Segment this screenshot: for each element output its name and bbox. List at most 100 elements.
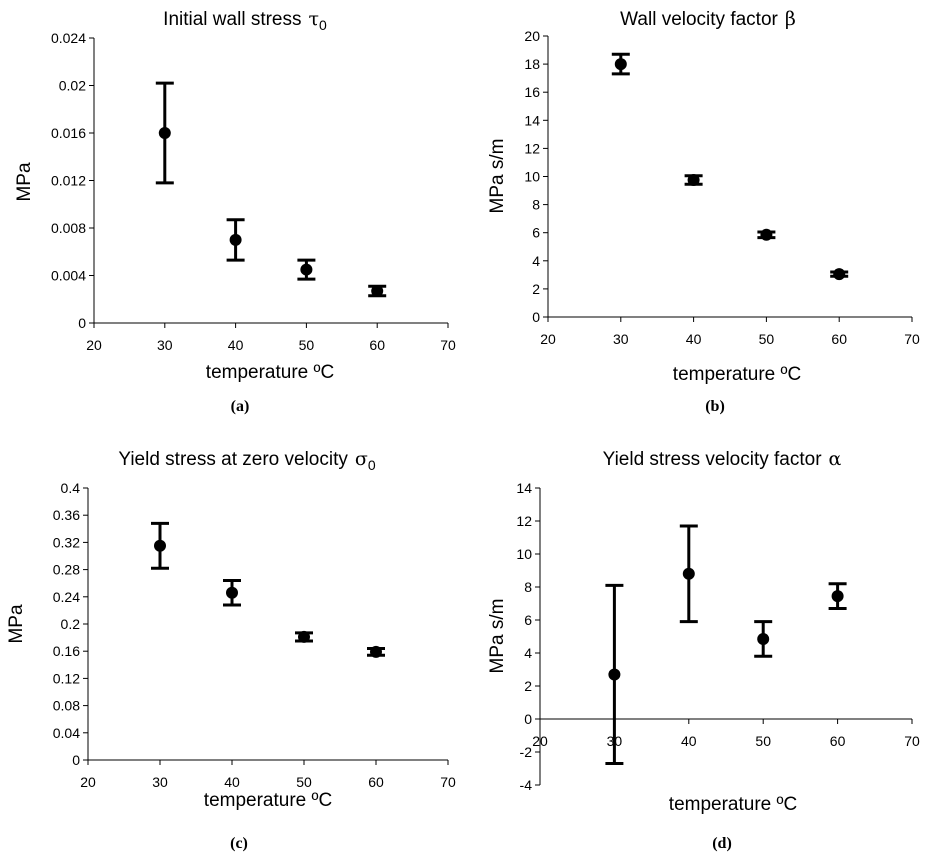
panel-label: (b) <box>705 398 725 415</box>
x-tick-label: 20 <box>86 337 102 353</box>
y-tick-label: 8 <box>532 197 540 213</box>
y-tick-label: 2 <box>532 281 540 297</box>
chart-title: Initial wall stress τ0 <box>163 8 327 33</box>
y-tick-label: 0.28 <box>53 562 80 578</box>
y-tick-label: 0.012 <box>51 173 86 189</box>
y-tick-label: 20 <box>524 28 540 44</box>
y-tick-label: 10 <box>524 169 540 185</box>
panel-b: Wall velocity factor β 0 2 4 6 8 10 12 14 16 18 20 20… <box>487 8 920 415</box>
x-tick-label: 40 <box>228 337 244 353</box>
panel-label: (a) <box>231 398 250 415</box>
y-tick-label: 4 <box>524 645 532 661</box>
y-tick-label: -4 <box>520 777 533 793</box>
y-tick-label: 4 <box>532 253 540 269</box>
y-tick-label: 0.04 <box>53 725 80 741</box>
y-tick-label: 16 <box>524 84 540 100</box>
x-tick-label: 40 <box>686 331 702 347</box>
panel-label: (c) <box>230 835 248 852</box>
y-tick-label: 2 <box>524 678 532 694</box>
y-tick-label: 12 <box>524 140 540 156</box>
x-tick-label: 60 <box>831 331 847 347</box>
data-point <box>833 268 846 281</box>
chart-title-symbol: β <box>785 8 796 30</box>
data-point <box>614 58 627 71</box>
y-tick-label: 0.02 <box>59 78 86 94</box>
x-tick-label: 50 <box>759 331 775 347</box>
x-axis-label: temperature ºC <box>669 794 797 815</box>
y-tick-label: 0.36 <box>53 507 80 523</box>
y-tick-label: 0.32 <box>53 534 80 550</box>
y-tick-label: 18 <box>524 56 540 72</box>
y-tick-label: -2 <box>520 744 533 760</box>
x-tick-label: 20 <box>80 774 96 790</box>
x-tick-label: 60 <box>369 337 385 353</box>
y-tick-label: 0.024 <box>51 30 86 46</box>
panel-d: Yield stress velocity factor α -4 -2 0 2 4 6 8 10… <box>487 448 920 852</box>
y-tick-label: 0.08 <box>53 698 80 714</box>
data-point <box>370 645 382 658</box>
chart-title-text: Yield stress at zero velocity <box>118 449 348 470</box>
chart-title-symbol: τ <box>309 8 320 30</box>
x-tick-label: 70 <box>440 337 456 353</box>
y-tick-label: 0.24 <box>53 589 80 605</box>
x-tick-label: 50 <box>299 337 315 353</box>
y-tick-label: 0.004 <box>51 268 86 284</box>
x-tick-label: 50 <box>755 733 771 749</box>
x-axis-label: temperature ºC <box>204 790 332 811</box>
data-point <box>687 174 700 187</box>
y-tick-label: 0 <box>78 315 86 331</box>
data-point <box>757 632 770 645</box>
x-tick-label: 70 <box>904 733 920 749</box>
data-point <box>154 539 166 552</box>
chart-title-text: Yield stress velocity factor <box>603 449 823 470</box>
chart-title-text: Wall velocity factor <box>620 9 778 30</box>
chart-title-subscript: 0 <box>368 457 376 473</box>
data-point <box>300 263 313 276</box>
chart-title-symbol: σ <box>355 448 368 470</box>
data-point <box>298 630 310 643</box>
data-point <box>371 284 384 297</box>
chart-title-subscript: 0 <box>319 17 327 33</box>
x-tick-label: 40 <box>224 774 240 790</box>
y-tick-label: 8 <box>524 579 532 595</box>
y-tick-label: 6 <box>532 225 540 241</box>
y-tick-label: 14 <box>516 480 532 496</box>
y-tick-label: 10 <box>516 546 532 562</box>
chart-title: Yield stress velocity factor α <box>603 448 842 470</box>
panel-a: Initial wall stress τ000.0040.0080.0120.0… <box>14 8 456 415</box>
x-tick-label: 50 <box>296 774 312 790</box>
data-point <box>158 127 171 139</box>
x-tick-label: 20 <box>540 331 556 347</box>
x-tick-label: 70 <box>904 331 920 347</box>
panel-label: (d) <box>712 835 732 852</box>
x-tick-label: 30 <box>613 331 629 347</box>
x-tick-label: 40 <box>681 733 697 749</box>
y-axis-label: MPa <box>14 162 35 202</box>
x-tick-label: 30 <box>157 337 173 353</box>
data-point <box>229 233 242 246</box>
y-tick-label: 0.12 <box>53 670 80 686</box>
x-tick-label: 20 <box>532 733 548 749</box>
x-axis-label: temperature ºC <box>673 364 801 385</box>
y-tick-label: 0.016 <box>51 125 86 141</box>
chart-title: Yield stress at zero velocity σ0 <box>118 448 375 473</box>
x-axis-label: temperature ºC <box>206 362 334 383</box>
y-axis-label: MPa <box>6 604 27 644</box>
panel-c: Yield stress at zero velocity σ000.040.08… <box>6 448 456 852</box>
x-tick-label: 70 <box>440 774 456 790</box>
y-tick-label: 0.008 <box>51 220 86 236</box>
chart-title: Wall velocity factor β <box>620 8 796 30</box>
y-tick-label: 0.2 <box>61 616 81 632</box>
x-tick-label: 60 <box>368 774 384 790</box>
data-point <box>760 228 773 241</box>
x-tick-label: 30 <box>152 774 168 790</box>
y-axis-label: MPa s/m <box>487 139 508 214</box>
y-tick-label: 14 <box>524 112 540 128</box>
data-point <box>608 668 621 681</box>
data-point <box>682 567 695 580</box>
chart-title-symbol: α <box>829 448 842 470</box>
y-tick-label: 0.16 <box>53 643 80 659</box>
y-tick-label: 12 <box>516 513 532 529</box>
y-tick-label: 0 <box>72 752 80 768</box>
